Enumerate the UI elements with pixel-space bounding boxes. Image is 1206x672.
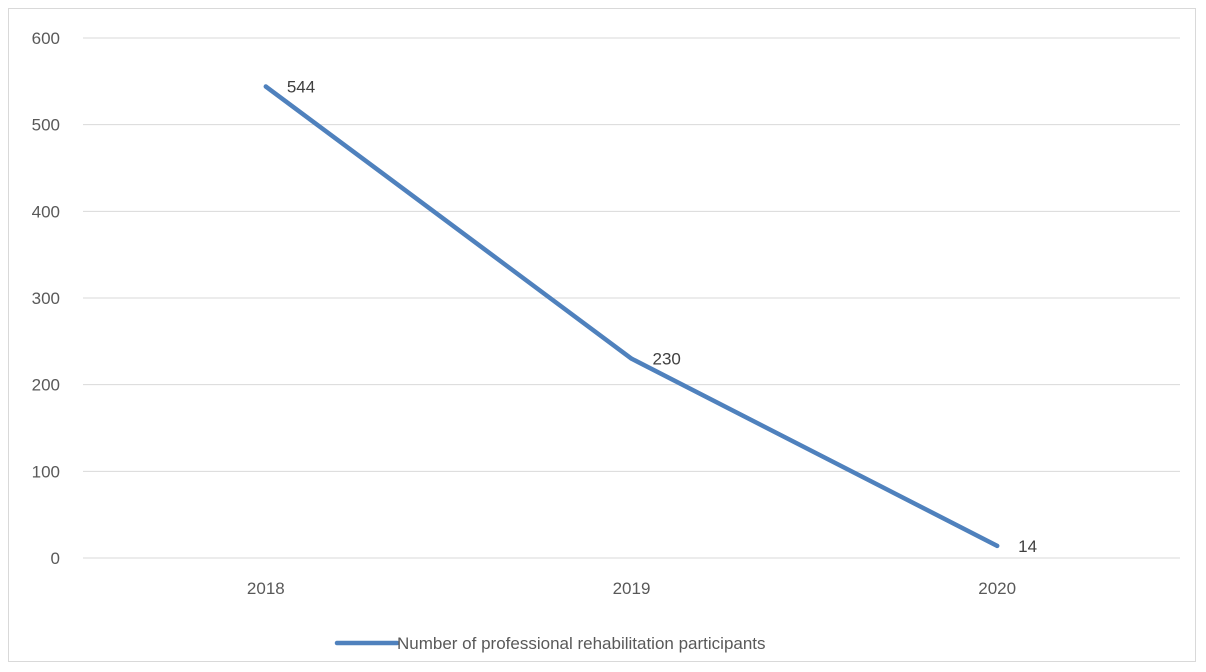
series-layer — [263, 84, 1000, 549]
data-label-2020: 14 — [1018, 537, 1037, 556]
data-point-2018 — [263, 84, 268, 89]
data-point-2020 — [995, 543, 1000, 548]
y-tick-label-400: 400 — [32, 202, 60, 221]
y-tick-label-500: 500 — [32, 116, 60, 135]
y-tick-label-100: 100 — [32, 462, 60, 481]
y-tick-label-200: 200 — [32, 376, 60, 395]
data-point-2019 — [629, 356, 634, 361]
x-tick-label-2020: 2020 — [978, 579, 1016, 598]
x-axis-ticks: 2018 2019 2020 — [247, 579, 1016, 598]
x-tick-label-2018: 2018 — [247, 579, 285, 598]
grid-lines — [83, 37, 1180, 559]
x-tick-label-2019: 2019 — [613, 579, 651, 598]
legend-label: Number of professional rehabilitation pa… — [397, 634, 766, 653]
y-tick-label-600: 600 — [32, 29, 60, 48]
data-label-2019: 230 — [653, 350, 681, 369]
series-line-0 — [263, 84, 1000, 549]
y-tick-label-300: 300 — [32, 289, 60, 308]
data-labels: 544 230 14 — [287, 78, 1037, 556]
data-label-2018: 544 — [287, 78, 315, 97]
legend: Number of professional rehabilitation pa… — [334, 634, 766, 653]
y-tick-label-0: 0 — [51, 549, 60, 568]
y-axis-ticks: 0 100 200 300 400 500 600 — [32, 29, 60, 568]
